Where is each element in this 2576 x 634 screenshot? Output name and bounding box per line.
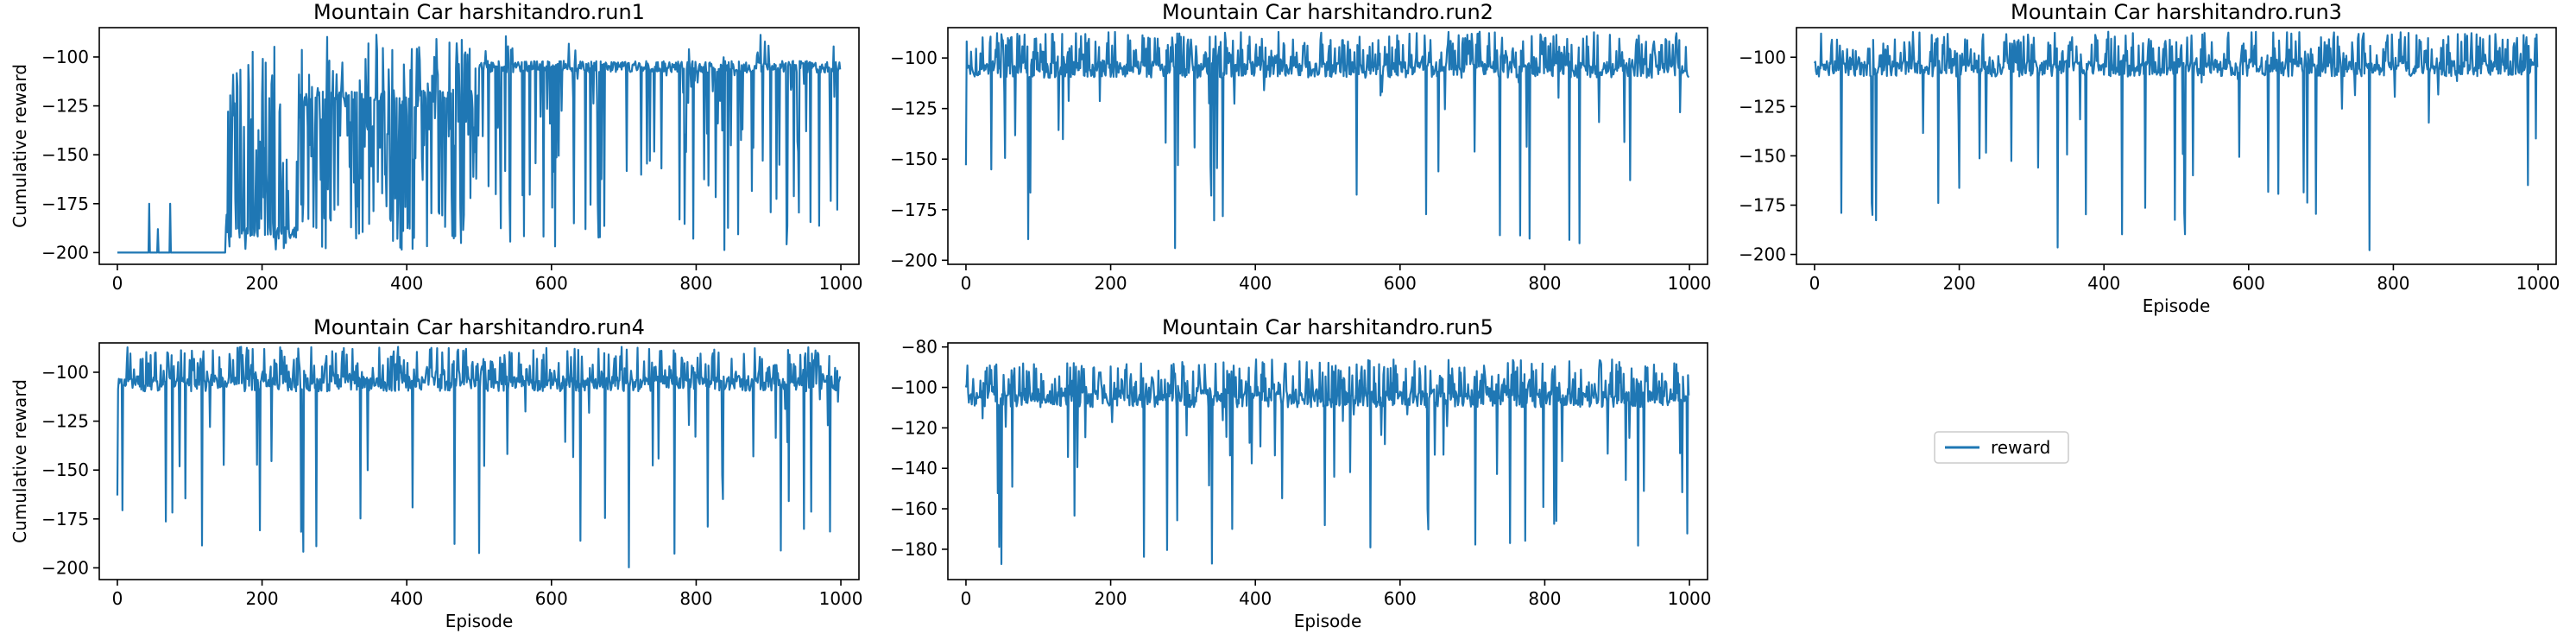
y-tick-label: −150 [1739, 145, 1786, 166]
x-tick-label: 0 [1809, 273, 1821, 294]
x-tick-label: 800 [1528, 588, 1561, 609]
legend: reward [1934, 431, 2069, 464]
y-tick-label: −160 [890, 498, 938, 519]
series-line-reward [116, 346, 842, 568]
x-tick-label: 400 [1239, 588, 1272, 609]
x-tick-label: 400 [2087, 273, 2120, 294]
subplot-title: Mountain Car harshitandro.run1 [313, 0, 645, 24]
y-tick-label: −100 [890, 377, 938, 398]
series-line-reward [1813, 30, 2539, 251]
x-tick-label: 200 [1094, 588, 1127, 609]
x-tick-label: 400 [390, 588, 423, 609]
x-tick-label: 0 [112, 273, 123, 294]
x-tick-label: 1000 [819, 588, 863, 609]
subplot-run5: Mountain Car harshitandro.run5 0 200 400 600… [890, 315, 1711, 631]
y-tick-label: −100 [1739, 47, 1786, 67]
y-tick-label: −175 [41, 193, 89, 214]
x-tick-label: 600 [535, 273, 568, 294]
y-tick-label: −180 [890, 539, 938, 560]
x-tick-label: 0 [961, 588, 972, 609]
y-tick-label: −125 [1739, 96, 1786, 117]
y-tick-label: −175 [890, 200, 938, 220]
series-line-reward [964, 358, 1690, 566]
y-tick-label: −125 [41, 411, 89, 432]
legend-frame [1934, 431, 2069, 464]
subplot-title: Mountain Car harshitandro.run4 [313, 315, 645, 339]
subplot-title: Mountain Car harshitandro.run5 [1162, 315, 1493, 339]
series-line-reward [964, 30, 1690, 250]
axes-frame [947, 27, 1708, 265]
subplot-title: Mountain Car harshitandro.run3 [2011, 0, 2342, 24]
x-tick-label: 1000 [2516, 273, 2560, 294]
legend-label-reward: reward [1991, 437, 2050, 458]
y-tick-label: −150 [41, 144, 89, 165]
x-axis-label: Episode [445, 611, 514, 631]
x-tick-label: 200 [1094, 273, 1127, 294]
x-tick-label: 400 [390, 273, 423, 294]
x-tick-label: 1000 [1668, 273, 1712, 294]
x-tick-label: 800 [679, 273, 712, 294]
y-tick-label: −150 [41, 460, 89, 480]
y-axis-label: Cumulative reward [9, 379, 30, 543]
series-line-reward [117, 34, 842, 254]
subplot-title: Mountain Car harshitandro.run2 [1162, 0, 1493, 24]
axes-frame [947, 342, 1708, 580]
y-tick-label: −200 [890, 250, 938, 270]
subplot-run1: Mountain Car harshitandro.run1 0 200 400 600… [9, 0, 863, 294]
y-tick-label: −150 [890, 149, 938, 169]
subplot-run4: Mountain Car harshitandro.run4 0 200 400 600… [9, 315, 863, 631]
y-tick-label: −80 [901, 337, 938, 358]
subplot-run2: Mountain Car harshitandro.run2 0 200 400 600… [890, 0, 1711, 294]
y-axis-label: Cumulative reward [9, 64, 30, 228]
x-axis-label: Episode [1294, 611, 1362, 631]
y-tick-label: −120 [890, 417, 938, 438]
x-tick-label: 800 [2377, 273, 2409, 294]
y-tick-label: −100 [41, 362, 89, 383]
y-tick-label: −200 [41, 242, 89, 263]
y-tick-label: −125 [890, 98, 938, 119]
x-tick-label: 0 [961, 273, 972, 294]
x-tick-label: 200 [1942, 273, 1975, 294]
y-tick-label: −100 [41, 47, 89, 67]
x-tick-label: 400 [1239, 273, 1272, 294]
y-tick-label: −200 [1739, 244, 1786, 265]
x-tick-label: 200 [245, 588, 278, 609]
axes-frame [1796, 27, 2557, 265]
y-tick-label: −100 [890, 48, 938, 68]
x-tick-label: 1000 [819, 273, 863, 294]
axes-frame [98, 342, 860, 580]
y-tick-label: −200 [41, 557, 89, 578]
x-axis-label: Episode [2143, 295, 2211, 316]
subplot-run3: Mountain Car harshitandro.run3 0 200 400 600… [1739, 0, 2560, 316]
axes-frame [98, 27, 860, 265]
x-tick-label: 200 [245, 273, 278, 294]
x-tick-label: 600 [2232, 273, 2265, 294]
y-tick-label: −175 [41, 509, 89, 529]
x-tick-label: 800 [1528, 273, 1561, 294]
x-tick-label: 1000 [1668, 588, 1712, 609]
y-tick-label: −175 [1739, 195, 1786, 216]
x-tick-label: 0 [112, 588, 123, 609]
x-tick-label: 800 [679, 588, 712, 609]
x-tick-label: 600 [535, 588, 568, 609]
y-tick-label: −125 [41, 96, 89, 117]
y-tick-label: −140 [890, 458, 938, 479]
x-tick-label: 600 [1384, 273, 1417, 294]
x-tick-label: 600 [1384, 588, 1417, 609]
